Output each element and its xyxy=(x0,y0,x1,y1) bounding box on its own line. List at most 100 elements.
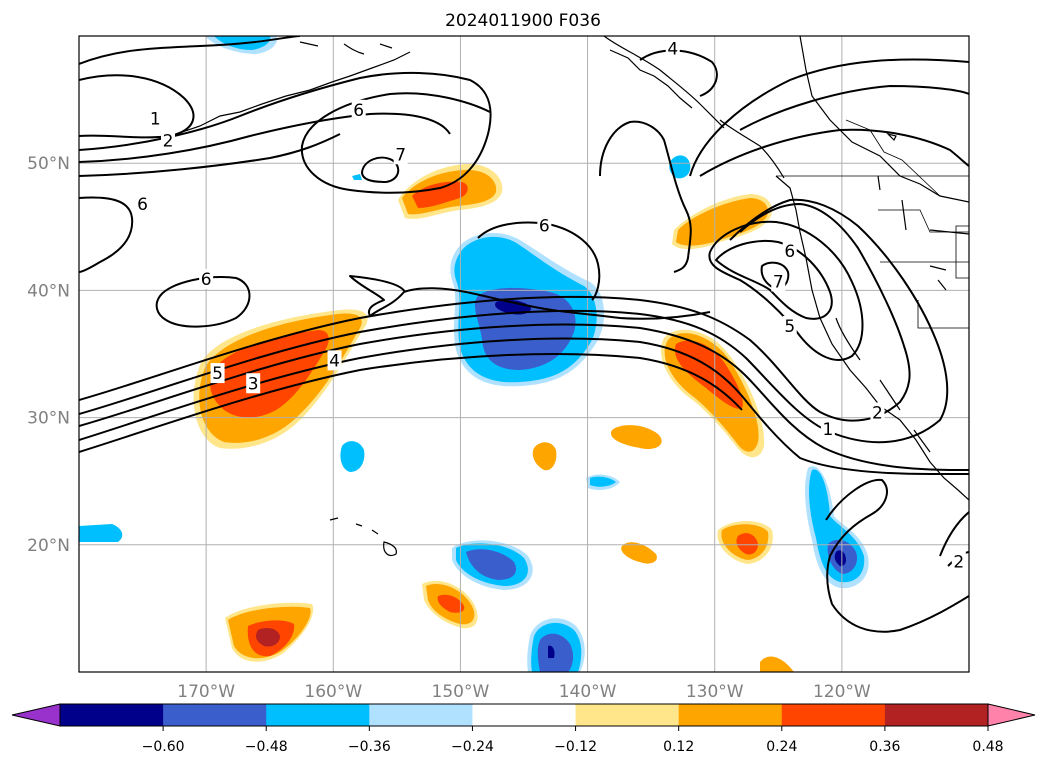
contour-line xyxy=(689,58,969,177)
contour-line xyxy=(739,85,969,131)
contour-line xyxy=(79,71,492,194)
positive-anomaly-region xyxy=(676,198,769,246)
contour-line xyxy=(477,221,601,301)
negative-anomaly-region xyxy=(352,174,362,180)
contour-line xyxy=(715,240,833,320)
colorbar-swatch xyxy=(163,704,267,726)
contour-label: 1 xyxy=(822,420,833,440)
contour-label-background xyxy=(148,108,163,129)
shaded-anomaly-layer xyxy=(79,36,869,672)
contour-line xyxy=(79,196,134,273)
positive-anomaly-region xyxy=(412,181,468,208)
colorbar-tick-label: −0.24 xyxy=(451,739,494,755)
colorbar-swatch xyxy=(60,704,164,726)
contour-line xyxy=(79,203,911,422)
contour-label-background xyxy=(665,38,680,59)
negative-anomaly-region xyxy=(466,549,517,580)
colorbar-tick-label: −0.48 xyxy=(245,739,288,755)
negative-anomaly-region xyxy=(590,476,616,487)
colorbar-swatch xyxy=(884,704,989,726)
contour-label: 6 xyxy=(784,242,795,262)
contour-label-background xyxy=(820,419,835,440)
colorbar-swatch xyxy=(472,704,577,726)
contour-line xyxy=(708,220,864,361)
contour-label: 2 xyxy=(163,131,174,151)
colorbar-max-extension xyxy=(987,703,1036,727)
longitude-label: 140°W xyxy=(559,682,617,702)
positive-anomaly-region xyxy=(532,442,557,471)
colorbar-swatch xyxy=(781,704,886,726)
negative-anomaly-region xyxy=(834,550,846,567)
contour-label-background xyxy=(199,268,214,289)
contour-line xyxy=(361,156,400,183)
map-title: 2024011900 F036 xyxy=(445,11,601,31)
contour-label: 6 xyxy=(137,195,148,215)
negative-anomaly-region xyxy=(79,524,123,542)
latitude-label: 30°N xyxy=(27,409,70,429)
colorbar-swatch xyxy=(266,704,370,726)
contour-label-background xyxy=(537,215,552,236)
longitude-label: 120°W xyxy=(813,682,871,702)
colorbar-swatch xyxy=(678,704,783,726)
contour-label: 6 xyxy=(353,101,364,121)
contour-label-background xyxy=(951,551,966,572)
positive-anomaly-region xyxy=(256,628,280,647)
contour-label: 4 xyxy=(667,40,678,60)
negative-anomaly-region xyxy=(537,633,574,672)
contour-label-background xyxy=(351,99,366,120)
colorbar-tick-label: 0.48 xyxy=(972,739,1003,755)
colorbar-swatch xyxy=(369,704,473,726)
longitude-labels: 170°W 160°W 150°W 140°W 130°W 120°W xyxy=(177,682,871,702)
coastlines xyxy=(169,36,969,557)
contour-label-background xyxy=(393,144,408,165)
contour-label-background xyxy=(771,271,786,292)
contour-label: 3 xyxy=(248,374,259,394)
positive-anomaly-region xyxy=(437,594,465,613)
positive-anomaly-region xyxy=(760,656,794,672)
longitude-label: 150°W xyxy=(432,682,490,702)
contour-line xyxy=(79,337,969,475)
colorbar-tick-label: −0.36 xyxy=(348,739,391,755)
contour-line xyxy=(699,128,969,177)
colorbar-tick-label: −0.12 xyxy=(554,739,597,755)
colorbar-swatch xyxy=(575,704,680,726)
contour-label-background xyxy=(782,316,797,337)
longitude-label: 160°W xyxy=(304,682,362,702)
contour-label: 5 xyxy=(212,364,223,384)
contour-label: 7 xyxy=(773,272,784,292)
longitude-label: 130°W xyxy=(686,682,744,702)
contour-label: 2 xyxy=(872,404,883,424)
contour-line xyxy=(825,478,969,633)
contour-line xyxy=(349,275,406,317)
negative-anomaly-region xyxy=(548,645,555,658)
contour-label-background xyxy=(246,373,261,394)
positive-anomaly-region xyxy=(610,425,662,450)
contour-label-background xyxy=(782,240,797,261)
colorbar-tick-label: 0.12 xyxy=(663,739,694,755)
positive-anomaly-region xyxy=(210,330,329,418)
negative-anomaly-region xyxy=(340,441,365,472)
contour-label: 7 xyxy=(395,145,406,165)
colorbar-tick-label: 0.24 xyxy=(766,739,797,755)
contour-line xyxy=(79,112,451,163)
contour-label-background xyxy=(870,402,885,423)
latitude-labels: 50°N 40°N 30°N 20°N xyxy=(27,154,70,556)
contour-label-background xyxy=(327,350,342,371)
contour-label: 4 xyxy=(329,351,340,371)
contour-line xyxy=(639,49,718,97)
colorbar: −0.60 −0.48 −0.36 −0.24 −0.12 0.12 0.24 0.36 0.4… xyxy=(11,703,1036,755)
colorbar-tick-label: 0.36 xyxy=(869,739,900,755)
contour-label: 6 xyxy=(539,217,550,237)
contour-line xyxy=(939,511,969,557)
positive-anomaly-region xyxy=(736,533,758,555)
colorbar-min-extension xyxy=(11,703,61,727)
map-frame xyxy=(78,35,970,673)
latitude-label: 50°N xyxy=(27,154,70,174)
latitude-label: 40°N xyxy=(27,281,70,301)
positive-anomaly-region xyxy=(621,542,657,564)
negative-anomaly-region xyxy=(669,155,691,179)
colorbar-frame xyxy=(59,703,989,727)
